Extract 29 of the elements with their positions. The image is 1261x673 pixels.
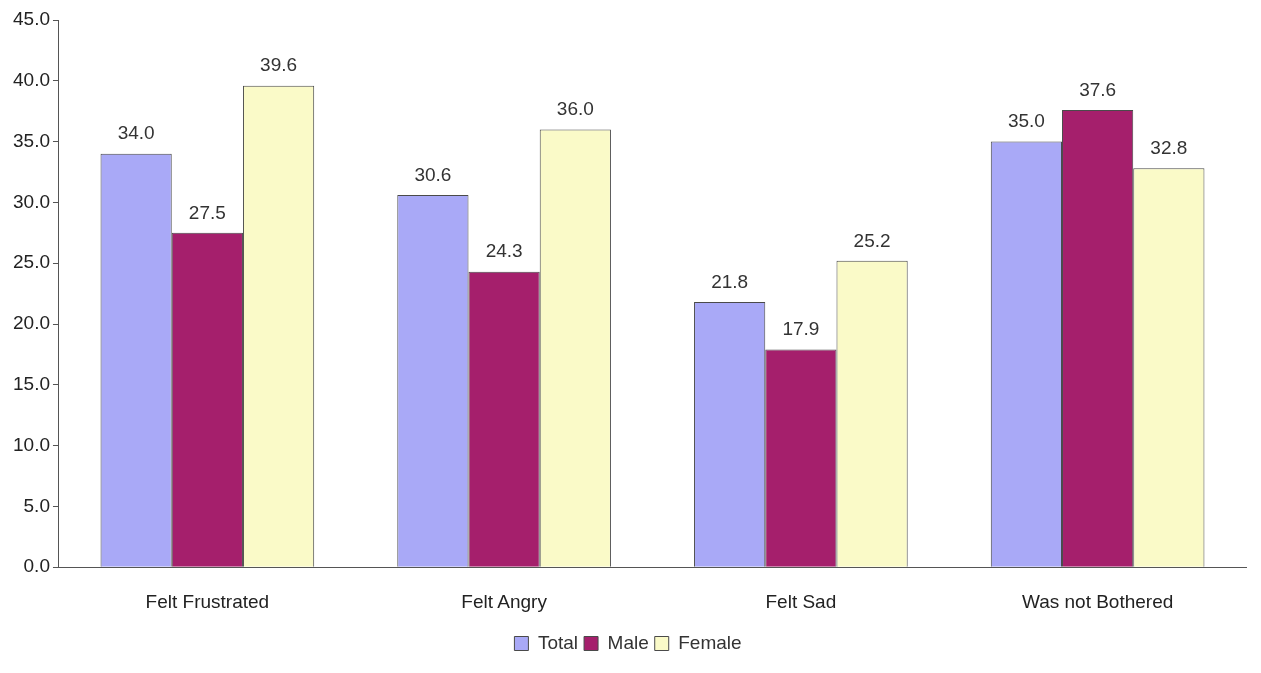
data-label: 37.6 (1079, 78, 1117, 100)
data-label: 27.5 (188, 201, 226, 223)
data-label: 24.3 (485, 240, 523, 262)
data-label: 39.6 (260, 54, 298, 76)
y-tick-label: 45.0 (13, 8, 50, 30)
legend-label: Total (537, 631, 579, 653)
x-tick-label: Felt Sad (765, 590, 837, 612)
y-tick-label: 5.0 (23, 494, 50, 516)
legend-label: Female (678, 631, 742, 653)
legend-label: Male (607, 631, 649, 653)
y-tick-label: 35.0 (13, 129, 50, 151)
x-tick-label: Felt Angry (461, 590, 548, 612)
y-tick-label: 40.0 (13, 69, 50, 91)
y-tick-label: 25.0 (13, 251, 50, 273)
data-label: 32.8 (1150, 137, 1188, 159)
data-label: 25.2 (853, 229, 891, 251)
y-tick-label: 0.0 (23, 555, 50, 577)
x-tick-label: Was not Bothered (1021, 590, 1174, 612)
data-label: 30.6 (414, 163, 452, 185)
y-tick-label: 15.0 (13, 373, 50, 395)
y-tick-label: 10.0 (13, 433, 50, 455)
data-label: 17.9 (782, 318, 820, 340)
data-label: 35.0 (1007, 110, 1045, 132)
data-label: 21.8 (711, 270, 749, 292)
y-tick-label: 20.0 (13, 312, 50, 334)
data-label: 34.0 (117, 122, 155, 144)
x-tick-label: Felt Frustrated (145, 590, 270, 612)
data-label: 36.0 (556, 98, 594, 120)
y-tick-label: 30.0 (13, 190, 50, 212)
